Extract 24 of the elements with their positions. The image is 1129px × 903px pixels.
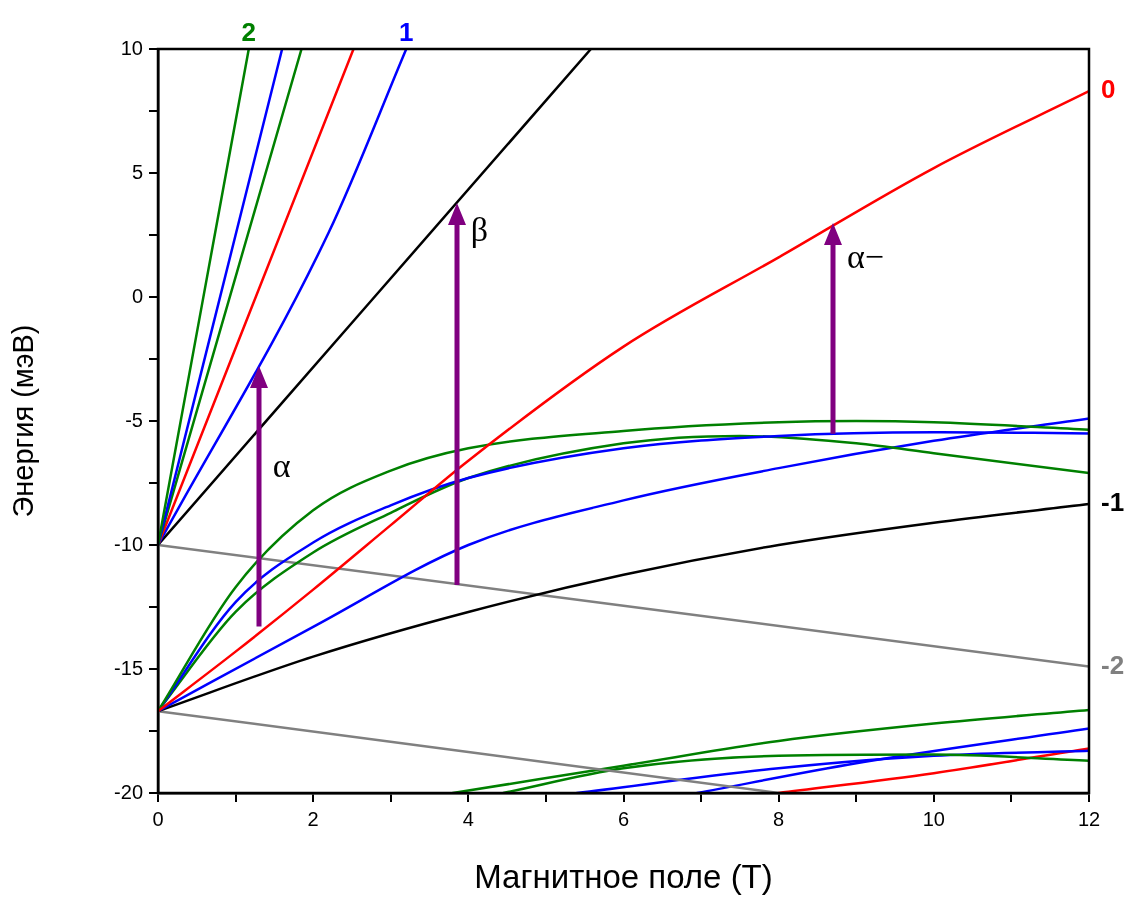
annotation: β [470, 211, 488, 249]
y-tick-label: -5 [125, 408, 143, 431]
series-label: 0 [1101, 74, 1116, 105]
x-tick-label: 12 [1077, 807, 1101, 830]
annotation: α− [846, 238, 884, 276]
y-tick-label: 0 [131, 284, 143, 307]
x-tick-label: 0 [152, 807, 164, 830]
series-label: 2 [241, 17, 257, 48]
x-tick-label: 2 [307, 807, 319, 830]
y-axis-title: Энергия (мэВ) [7, 324, 40, 518]
annotation: α [272, 446, 291, 484]
y-tick-label: -20 [114, 780, 143, 803]
series-label: -1 [1101, 487, 1125, 518]
y-tick-label: -10 [114, 532, 143, 555]
series-label: -2 [1101, 649, 1125, 680]
x-axis-title: Магнитное поле (Т) [474, 858, 773, 896]
y-tick-label: 5 [131, 160, 143, 183]
y-tick-label: -15 [114, 656, 143, 679]
x-tick-label: 6 [617, 807, 630, 830]
x-tick-label: 10 [922, 807, 945, 830]
x-tick-label: 4 [462, 807, 474, 830]
x-tick-label: 8 [773, 807, 785, 830]
series-label: 1 [399, 17, 414, 48]
y-tick-label: 10 [120, 36, 143, 59]
